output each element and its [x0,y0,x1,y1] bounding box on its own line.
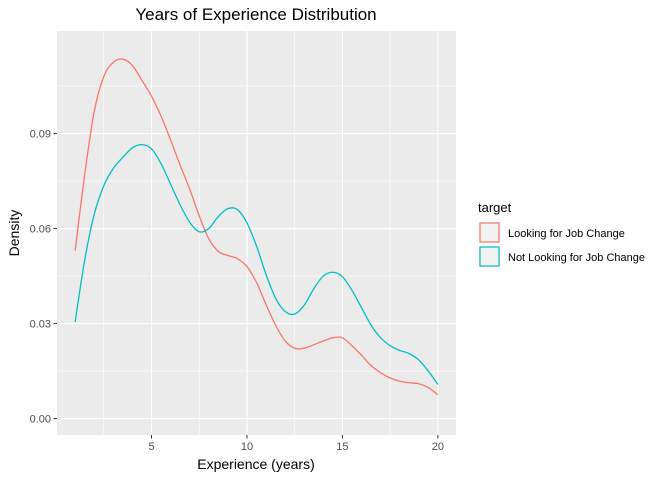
legend-label-not-looking-for-job-change: Not Looking for Job Change [508,252,645,264]
legend-key-not-looking-for-job-change [479,246,500,267]
density-line-not-looking-for-job-change [74,144,439,385]
legend: target Looking for Job Change Not Looking… [478,200,645,267]
y-axis-title: Density [6,210,22,257]
x-tick-label: 15 [336,441,348,453]
legend-title: target [478,200,512,215]
x-tick-label: 20 [432,441,444,453]
y-tick-label: 0.09 [30,129,51,141]
legend-key-bg [479,222,500,243]
major-gridlines [57,31,456,435]
y-axis: 0.00 0.03 0.06 0.09 [30,129,57,426]
y-tick-label: 0.03 [30,319,51,331]
density-lines [74,58,439,396]
x-axis: 5 10 15 20 [148,435,444,453]
x-tick-label: 10 [241,441,253,453]
x-tick-label: 5 [148,441,154,453]
density-line-looking-for-job-change [74,58,439,396]
plot-panel [57,31,456,435]
x-axis-title: Experience (years) [197,456,315,472]
y-tick-label: 0.06 [30,224,51,236]
y-tick-label: 0.00 [30,414,51,426]
minor-gridlines [57,31,456,435]
chart-title: Years of Experience Distribution [135,5,376,24]
legend-label-looking-for-job-change: Looking for Job Change [508,228,625,240]
legend-key-looking-for-job-change [479,222,500,243]
legend-key-bg [479,246,500,267]
